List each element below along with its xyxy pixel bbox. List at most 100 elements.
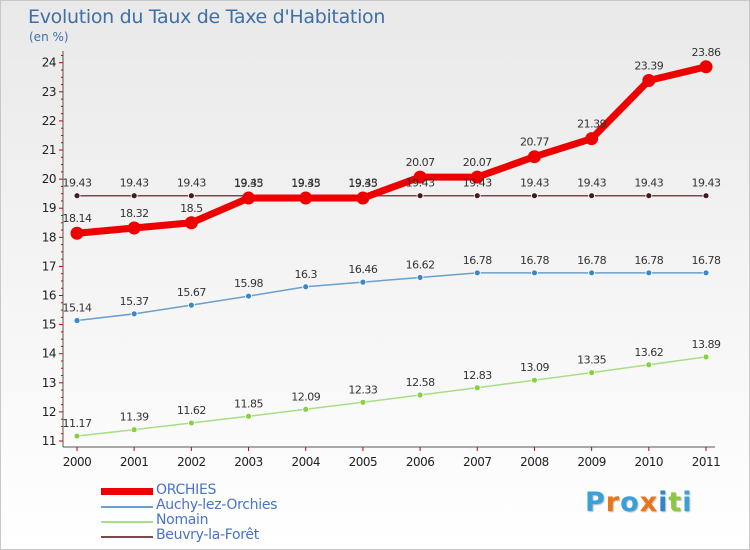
data-point — [645, 269, 653, 277]
data-label: 12.33 — [348, 383, 377, 396]
data-label: 13.89 — [692, 338, 721, 351]
data-point — [359, 278, 367, 286]
data-point — [531, 269, 538, 277]
data-label: 19.35 — [348, 177, 377, 190]
data-point — [645, 192, 653, 200]
data-point — [416, 274, 424, 281]
y-tick-label: 23 — [42, 85, 56, 99]
x-tick-label: 2004 — [291, 455, 320, 469]
data-label: 16.78 — [463, 254, 492, 267]
data-point — [242, 191, 256, 205]
data-point — [356, 191, 370, 205]
data-label: 18.14 — [63, 212, 92, 225]
y-tick-label: 18 — [42, 230, 56, 244]
legend-swatch-orchies — [101, 488, 153, 495]
data-label: 19.43 — [63, 177, 92, 190]
data-point — [699, 60, 713, 74]
y-tick-label: 11 — [42, 434, 56, 448]
x-tick-label: 2009 — [577, 455, 606, 469]
series-line — [73, 63, 710, 237]
x-tick-label: 2005 — [349, 455, 378, 469]
series-line — [76, 356, 707, 437]
data-label: 19.43 — [520, 177, 549, 190]
data-point — [416, 391, 424, 399]
data-label: 13.09 — [520, 361, 549, 374]
data-point — [73, 432, 81, 440]
data-label: 16.78 — [634, 254, 663, 267]
data-point — [302, 405, 310, 413]
data-label: 12.83 — [463, 369, 492, 382]
data-point — [588, 192, 596, 200]
y-tick-label: 17 — [42, 259, 56, 273]
data-point — [73, 317, 81, 324]
data-label: 20.07 — [463, 156, 492, 169]
data-label: 16.78 — [692, 254, 721, 267]
data-label: 15.67 — [177, 286, 206, 299]
legend-swatch-auchy — [101, 506, 153, 508]
data-label: 18.5 — [180, 202, 203, 215]
x-tick-label: 2010 — [635, 455, 664, 469]
y-tick-label: 22 — [42, 114, 56, 128]
data-point — [588, 269, 596, 277]
data-point — [645, 361, 653, 369]
data-label: 19.43 — [177, 177, 206, 190]
data-label: 16.78 — [577, 254, 606, 267]
data-point — [527, 150, 541, 164]
legend-swatch-nomain — [101, 521, 153, 523]
data-point — [416, 192, 424, 200]
y-axis-unit: (en %) — [29, 30, 69, 44]
data-label: 23.39 — [634, 59, 663, 72]
data-point — [473, 384, 481, 392]
x-tick-label: 2000 — [63, 455, 92, 469]
data-label: 19.43 — [234, 177, 263, 190]
data-point — [473, 192, 481, 200]
logo-letter: o — [620, 487, 640, 518]
data-label: 15.14 — [63, 302, 92, 315]
data-point — [130, 192, 138, 200]
logo-letter: r — [605, 487, 621, 518]
x-tick-label: 2006 — [406, 455, 435, 469]
data-label: 19.43 — [406, 177, 435, 190]
data-label: 12.58 — [406, 376, 435, 389]
data-label: 21.39 — [577, 118, 606, 131]
data-label: 19.43 — [120, 177, 149, 190]
series-lines — [70, 60, 713, 440]
data-point — [585, 132, 599, 146]
data-point — [359, 398, 367, 406]
data-label: 16.3 — [294, 268, 317, 281]
data-label: 19.43 — [634, 177, 663, 190]
y-tick-label: 12 — [42, 405, 56, 419]
data-label: 19.35 — [291, 177, 320, 190]
data-label: 16.46 — [348, 263, 377, 276]
data-point — [130, 310, 138, 318]
x-tick-label: 2002 — [177, 455, 206, 469]
logo-letter: x — [639, 487, 659, 518]
data-point — [130, 426, 138, 434]
data-point — [702, 192, 710, 200]
logo-letter: P — [585, 487, 606, 518]
data-label: 11.85 — [234, 397, 263, 410]
data-label: 19.35 — [234, 177, 263, 190]
logo-letter: t — [668, 487, 683, 518]
data-point — [302, 283, 310, 291]
y-tick-label: 21 — [42, 143, 56, 157]
logo-letter: i — [682, 487, 693, 518]
y-tick-label: 24 — [42, 56, 56, 70]
data-point — [299, 191, 313, 205]
data-point — [73, 192, 81, 200]
x-tick-label: 2011 — [692, 455, 721, 469]
data-point — [413, 170, 427, 184]
data-point — [702, 269, 710, 277]
data-point — [70, 226, 84, 240]
data-labels: 19.43 19.43 19.43 19.43 19.43 19.43 19.43 19.43… — [63, 46, 722, 430]
axes: 11 12 13 14 15 16 17 18 19 20 21 22 23 24 2000 2001 2002… — [42, 51, 721, 469]
data-label: 11.39 — [120, 411, 149, 424]
data-label: 19.43 — [291, 177, 320, 190]
data-point — [531, 376, 538, 384]
data-label: 20.07 — [406, 156, 435, 169]
data-label: 20.77 — [520, 136, 549, 149]
data-point — [187, 301, 195, 309]
data-point — [531, 192, 538, 200]
